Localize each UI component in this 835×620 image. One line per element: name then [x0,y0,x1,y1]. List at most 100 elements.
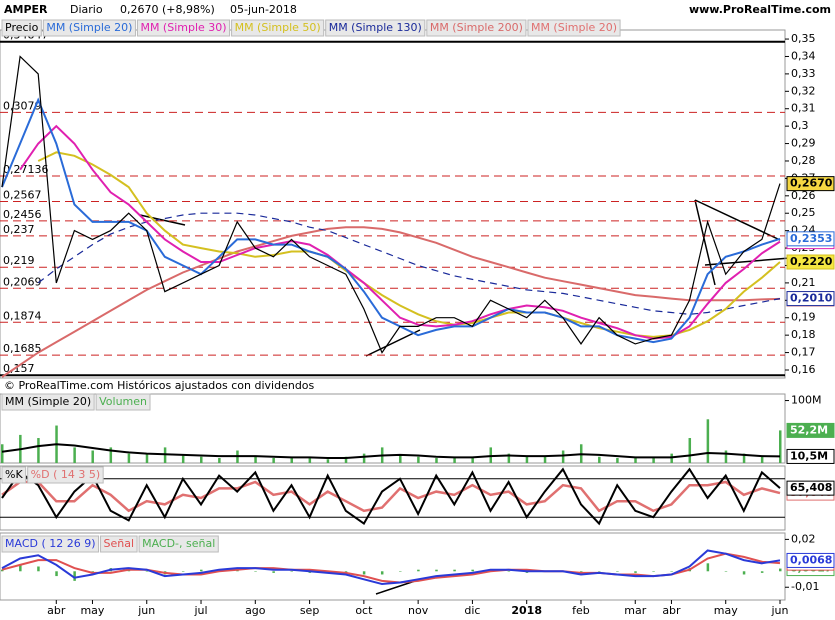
series-line [1,549,781,586]
series-line [1,226,781,378]
x-tick-label: ago [245,604,266,617]
y-tick-label: 0,34 [791,49,816,62]
x-tick-label: may [714,604,738,617]
bar [634,571,637,573]
legend-entry: MM (Simple 50) [235,21,321,34]
bar [326,459,330,463]
bar [471,569,474,572]
last-value-box [786,480,835,496]
legend-box [138,535,219,553]
legend-entry: %K [5,468,23,481]
ticker: AMPER [4,3,48,16]
bar [543,455,547,463]
bar [706,563,710,572]
y-tick-label: 0,3 [791,119,809,132]
last-value-box [786,231,835,247]
legend-box [100,535,138,553]
bar [200,569,203,572]
legend-entry: Volumen [99,395,147,408]
bar [308,458,312,463]
bar [218,458,221,463]
legend-entry: MM (Simple 130) [329,21,422,34]
bar [254,456,257,463]
series-line [37,212,781,315]
bar [73,571,76,581]
legend-box [1,535,100,553]
y-tick-label: 0,35 [791,32,816,45]
y-tick-label: 0,28 [791,154,816,167]
legend-box [95,393,151,411]
legend-box [231,19,325,37]
bar [145,571,149,572]
bar [435,569,438,572]
bar [19,564,22,572]
legend-box [27,466,104,484]
y-tick-label: 0,29 [791,137,816,150]
trendline [365,329,421,357]
level-label: 0,237 [3,223,35,236]
bar [417,569,420,572]
last-value-box [786,254,835,270]
bar [742,453,746,463]
bar [760,455,764,463]
bar [73,447,76,463]
bar [724,450,728,463]
series-line [1,467,781,526]
bar [272,571,275,573]
legend-entry: MM (Simple 200) [430,21,523,34]
y-tick-label: -0,01 [791,580,819,593]
legend-entry: %D ( 14 3 5) [31,468,101,481]
bar [616,571,619,572]
series-line [1,97,781,344]
bar [634,456,637,463]
bar [181,571,185,572]
series-line [37,151,781,338]
y-tick-label: 100M [791,394,822,407]
date: 05-jun-2018 [230,3,297,16]
bar [724,571,728,572]
bar [652,458,655,463]
legend-box [1,393,95,411]
y-tick-label: 0,33 [791,67,816,80]
bar [145,453,149,463]
bar [779,568,782,572]
legend-box [1,19,42,37]
bar [471,456,474,463]
bar [109,447,113,463]
last-value-label: 0,2670 [790,177,833,190]
bar [417,456,420,463]
bar [127,453,131,463]
bar [37,438,40,463]
level-label: 0,2456 [3,208,42,221]
site: www.ProRealTime.com [689,3,831,16]
legend-entry: MM (Simple 30) [140,21,226,34]
last-value-box [786,176,835,192]
bar [453,569,456,572]
y-tick-label: 0,19 [791,311,816,324]
y-tick-label: 0,32 [791,84,816,97]
bar [561,450,565,463]
legend-entry: Señal [104,537,135,550]
level-label: 0,219 [3,254,35,267]
bar [779,430,782,463]
level-label: 0,2567 [3,189,42,202]
x-tick-label: jul [193,604,207,617]
series-line [1,55,781,354]
legend-entry: Precio [5,21,39,34]
x-tick-label: feb [572,604,590,617]
last-value-label: 0,2220 [790,255,833,268]
y-tick-label: 0,18 [791,328,816,341]
legend-entry: MACD-, señal [142,537,215,550]
bar [706,419,710,463]
bar [254,571,257,572]
last-value-box [786,552,835,568]
x-tick-label: 2018 [511,604,542,617]
legend-box [42,19,136,37]
x-tick-label: oct [355,604,373,617]
level-label: 0,1685 [3,342,42,355]
level-label: 0,2069 [3,275,42,288]
x-tick-label: mar [624,604,646,617]
bar [1,444,4,463]
bar [181,455,185,463]
bar [37,566,40,572]
